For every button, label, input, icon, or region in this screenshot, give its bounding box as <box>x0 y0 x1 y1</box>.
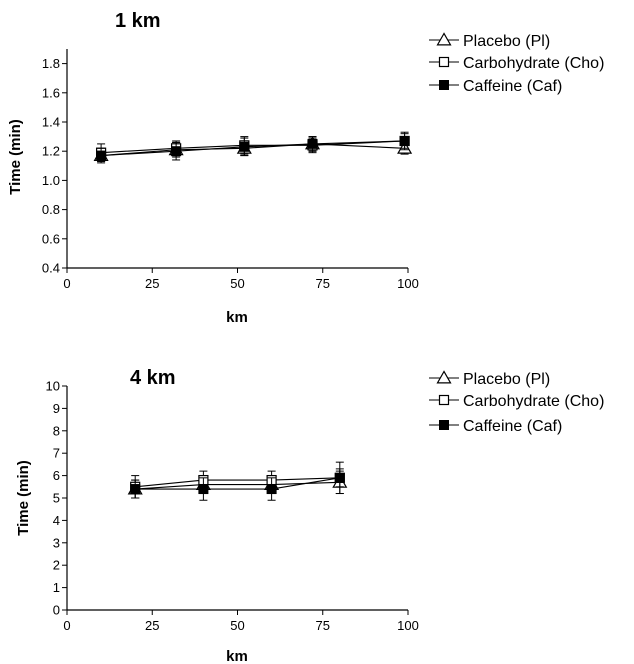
legend-marker-caffeine <box>439 420 449 430</box>
x-tick-label-1km: 25 <box>145 276 159 291</box>
chart-title-4km: 4 km <box>130 367 176 389</box>
legend-4km: Placebo (Pl) Carbohydrate (Cho) Caffeine… <box>429 370 604 435</box>
legend-label-placebo: Placebo (Pl) <box>463 33 550 50</box>
data-point-caffeine-4km <box>130 484 141 495</box>
series-line-caffeine-4km <box>135 477 340 490</box>
y-tick-label-1km: 1.6 <box>42 85 60 100</box>
y-tick-label-4km: 0 <box>53 603 60 618</box>
x-tick-label-4km: 0 <box>63 618 70 633</box>
x-axis-label-4km: km <box>226 648 248 664</box>
legend-label-carbohydrate: Carbohydrate (Cho) <box>463 55 604 72</box>
y-tick-label-1km: 1.4 <box>42 115 60 130</box>
y-tick-label-4km: 8 <box>53 423 60 438</box>
data-point-caffeine-1km <box>307 138 318 149</box>
legend-label-caffeine: Caffeine (Caf) <box>463 418 562 435</box>
chart-title-1km: 1 km <box>115 10 161 32</box>
y-tick-label-4km: 3 <box>53 535 60 550</box>
data-point-caffeine-4km <box>266 484 277 495</box>
y-tick-label-1km: 1.2 <box>42 144 60 159</box>
y-tick-label-1km: 0.4 <box>42 261 60 276</box>
y-tick-label-4km: 9 <box>53 401 60 416</box>
legend-1km: Placebo (Pl) Carbohydrate (Cho) Caffeine… <box>429 32 604 95</box>
y-tick-label-4km: 6 <box>53 468 60 483</box>
y-tick-label-1km: 0.8 <box>42 202 60 217</box>
data-point-caffeine-1km <box>239 141 250 152</box>
y-axis-label-4km: Time (min) <box>15 460 32 536</box>
y-axis-label-1km: Time (min) <box>7 119 24 195</box>
x-tick-label-4km: 25 <box>145 618 159 633</box>
legend-marker-carbohydrate <box>438 394 450 406</box>
y-tick-label-4km: 2 <box>53 558 60 573</box>
legend-label-placebo: Placebo (Pl) <box>463 371 550 388</box>
legend-marker-caffeine <box>439 80 449 90</box>
data-point-caffeine-4km <box>198 484 209 495</box>
series-line-carbohydrate-4km <box>135 477 340 488</box>
legend-label-caffeine: Caffeine (Caf) <box>463 78 562 95</box>
y-tick-label-4km: 1 <box>53 580 60 595</box>
x-tick-label-4km: 100 <box>397 618 419 633</box>
data-point-caffeine-1km <box>171 146 182 157</box>
y-tick-label-1km: 1.8 <box>42 56 60 71</box>
x-tick-label-4km: 50 <box>230 618 244 633</box>
legend-marker-placebo <box>436 32 452 46</box>
data-point-caffeine-4km <box>334 472 345 483</box>
y-tick-label-4km: 7 <box>53 446 60 461</box>
x-tick-label-4km: 75 <box>316 618 330 633</box>
x-tick-label-1km: 100 <box>397 276 419 291</box>
data-point-caffeine-1km <box>399 135 410 146</box>
x-tick-label-1km: 75 <box>316 276 330 291</box>
data-point-caffeine-1km <box>96 150 107 161</box>
y-tick-label-1km: 0.6 <box>42 231 60 246</box>
legend-marker-carbohydrate <box>438 56 450 68</box>
x-axis-label-1km: km <box>226 309 248 326</box>
legend-marker-placebo <box>436 370 452 384</box>
x-tick-label-1km: 0 <box>63 276 70 291</box>
y-tick-label-4km: 5 <box>53 491 60 506</box>
x-tick-label-1km: 50 <box>230 276 244 291</box>
y-tick-label-1km: 1.0 <box>42 173 60 188</box>
plot-area-1km: 0.4 0.6 0.8 1.0 1.2 1.4 1.6 1.8 0 25 50 75 100 <box>42 49 419 291</box>
legend-label-carbohydrate: Carbohydrate (Cho) <box>463 393 604 410</box>
y-tick-label-4km: 4 <box>53 513 60 528</box>
y-tick-label-4km: 10 <box>46 379 60 394</box>
